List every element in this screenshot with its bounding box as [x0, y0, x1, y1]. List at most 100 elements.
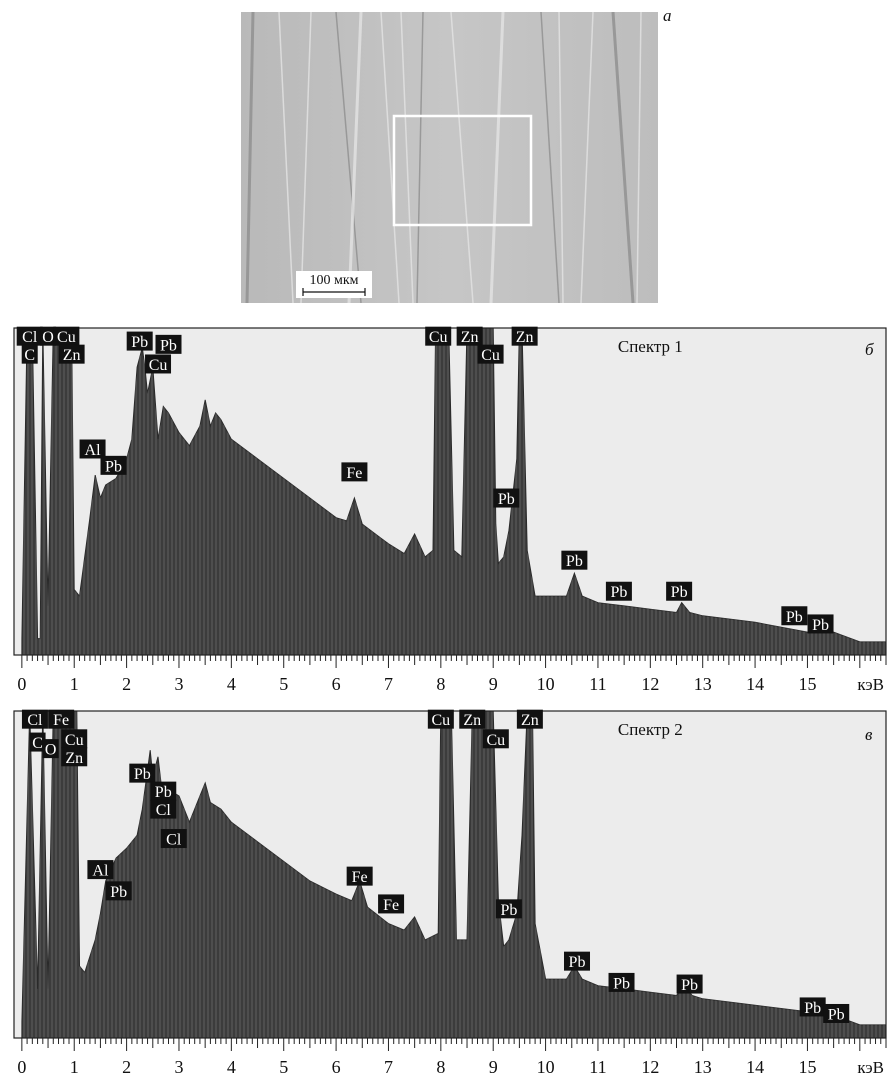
- peak-label-text: Pb: [566, 553, 583, 570]
- peak-label-box: [160, 829, 187, 849]
- peak-label: Pb: [799, 997, 826, 1017]
- x-axis-label: кэВ: [857, 675, 884, 694]
- micrograph-scratch: [245, 12, 255, 303]
- peak-label-text: Pb: [160, 337, 177, 354]
- peak-label-text: Cu: [149, 357, 168, 374]
- peak-label-text: C: [24, 347, 35, 364]
- peak-label: Cl: [21, 709, 48, 729]
- peak-label: Cu: [427, 709, 454, 729]
- x-tick-label: 4: [227, 1057, 236, 1077]
- peak-label: C: [29, 732, 46, 752]
- peak-label-box: [346, 866, 373, 886]
- peak-label-text: Pb: [804, 1000, 821, 1017]
- micrograph-scratch: [347, 12, 363, 303]
- peak-label-text: Cl: [22, 329, 38, 346]
- peak-label: Pb: [495, 899, 522, 919]
- peak-label-text: Pb: [569, 954, 586, 971]
- x-tick-label: 5: [279, 674, 288, 694]
- peak-label-box: [676, 974, 703, 994]
- peak-label-box: [823, 1003, 850, 1023]
- peak-label-box: [666, 581, 693, 601]
- peak-label-box: [493, 488, 520, 508]
- peak-label-box: [477, 344, 504, 364]
- micrograph-scratch: [580, 12, 594, 303]
- peak-label-box: [799, 997, 826, 1017]
- peak-label-box: [145, 354, 172, 374]
- peak-label: Zn: [459, 709, 486, 729]
- peak-label-text: Zn: [521, 712, 539, 729]
- x-tick-label: 2: [122, 674, 131, 694]
- x-tick-label: 6: [332, 674, 341, 694]
- x-tick-label: 13: [694, 674, 712, 694]
- peak-label-text: C: [32, 735, 43, 752]
- peak-label-box: [561, 550, 588, 570]
- peak-label-text: Pb: [131, 334, 148, 351]
- peak-label: Pb: [150, 781, 177, 801]
- peak-label-text: Pb: [681, 977, 698, 994]
- panel-label-v: в: [865, 725, 873, 744]
- peak-label-text: Pb: [812, 617, 829, 634]
- peak-label: Pb: [608, 972, 635, 992]
- peak-label-text: Zn: [463, 712, 481, 729]
- peak-label: O: [40, 326, 57, 346]
- peak-label-text: Cu: [57, 329, 76, 346]
- peak-label: Pb: [493, 488, 520, 508]
- peak-label: Pb: [807, 614, 834, 634]
- micrograph-scratch: [450, 12, 474, 303]
- peak-label: Pb: [155, 334, 182, 354]
- peak-label: Cu: [61, 729, 88, 749]
- peak-label-text: O: [45, 742, 57, 759]
- peak-label: Cu: [425, 326, 452, 346]
- peak-label-box: [155, 334, 182, 354]
- x-tick-label: 4: [227, 674, 236, 694]
- micrograph-scratch: [278, 12, 294, 303]
- x-tick-label: 1: [70, 674, 79, 694]
- peak-label-text: Cu: [481, 347, 500, 364]
- peak-label-box: [105, 881, 132, 901]
- peak-label: Pb: [676, 974, 703, 994]
- peak-label: O: [42, 739, 59, 759]
- peak-label-box: [53, 326, 80, 346]
- x-tick-label: 0: [17, 674, 26, 694]
- peak-label: Pb: [781, 606, 808, 626]
- peak-label-box: [150, 799, 177, 819]
- peak-label-box: [425, 326, 452, 346]
- peak-label-text: Cl: [27, 712, 43, 729]
- peak-label: Al: [87, 860, 114, 880]
- peak-label-box: [608, 972, 635, 992]
- peak-label-box: [79, 439, 106, 459]
- peak-label-text: Pb: [610, 584, 627, 601]
- peak-label-box: [87, 860, 114, 880]
- x-tick-label: 14: [746, 1057, 764, 1077]
- micrograph-scratch: [611, 12, 635, 303]
- peak-label: Pb: [561, 550, 588, 570]
- peak-label-box: [150, 781, 177, 801]
- peak-label-box: [564, 951, 591, 971]
- peak-label: Cu: [482, 729, 509, 749]
- micrograph-scratch: [335, 12, 362, 303]
- peak-label-text: Al: [92, 863, 109, 880]
- peak-label-box: [129, 763, 156, 783]
- micrograph-scratch: [540, 12, 560, 303]
- peak-label-text: Fe: [53, 712, 69, 729]
- peak-label-box: [42, 739, 59, 759]
- peak-label-text: Pb: [828, 1006, 845, 1023]
- chart-title: Спектр 1: [618, 337, 683, 356]
- peak-label: Pb: [666, 581, 693, 601]
- peak-label-box: [61, 729, 88, 749]
- peak-label-box: [378, 894, 405, 914]
- peak-label-box: [21, 344, 38, 364]
- peak-label-box: [807, 614, 834, 634]
- peak-label-text: Pb: [105, 458, 122, 475]
- x-tick-label: 3: [174, 1057, 183, 1077]
- x-tick-label: 13: [694, 1057, 712, 1077]
- peak-label: Al: [79, 439, 106, 459]
- peak-label-box: [456, 326, 483, 346]
- peak-label-text: Cu: [431, 712, 450, 729]
- peak-label-text: Zn: [65, 750, 83, 767]
- micrograph-scratch: [400, 12, 414, 303]
- peak-label: Pb: [100, 455, 127, 475]
- micrograph-scratch: [300, 12, 312, 303]
